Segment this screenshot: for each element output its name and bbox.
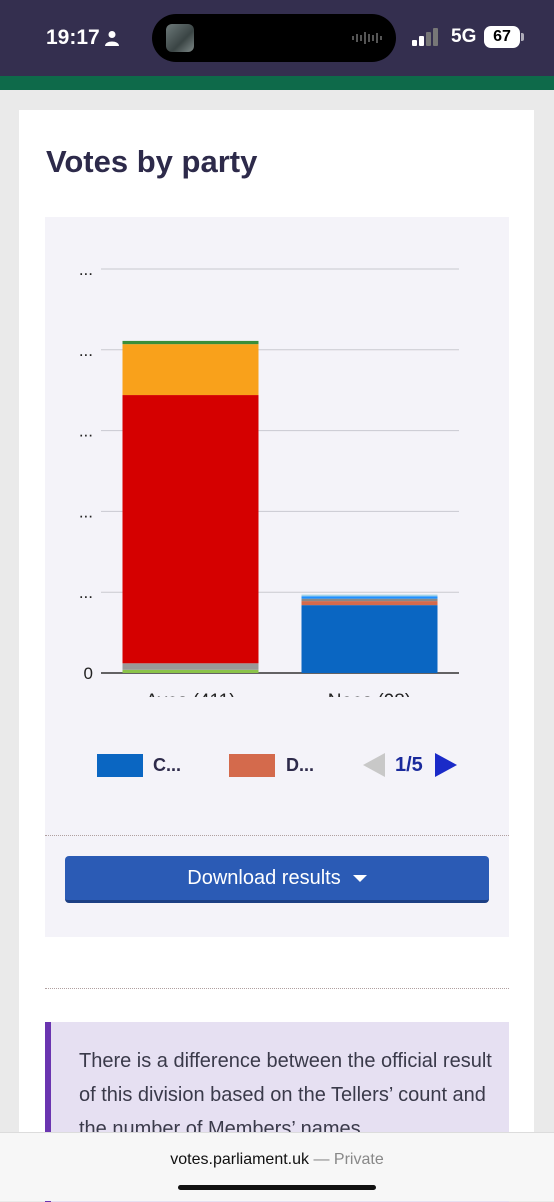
x-tick-label: Ayes (411) [145,691,235,697]
section-divider-2 [45,988,509,989]
battery-level: 67 [493,28,511,45]
legend-swatch-1 [97,754,143,777]
header-accent-band [0,76,554,90]
legend-label-2[interactable]: D... [286,755,315,775]
url-display[interactable]: votes.parliament.uk — Private [0,1151,554,1169]
browsing-mode: Private [333,1151,384,1168]
audio-waveform-icon [352,32,382,44]
content-card: Votes by party 0............... Ayes (411… [19,110,534,1202]
person-icon [105,31,119,46]
tellers-notice-text: There is a difference between the offici… [79,1050,492,1140]
bar-segment[interactable] [301,596,438,599]
bar-segment[interactable] [122,340,259,345]
votes-by-party-chart: 0............... Ayes (411) Noes (98) [79,260,459,697]
status-time: 19:17 [46,26,100,49]
now-playing-thumbnail [166,24,194,52]
bar-segment[interactable] [122,344,259,396]
bar-segment[interactable] [122,395,259,664]
legend-swatch-2 [229,754,275,777]
status-bar: 19:17 5G 67 [0,0,554,76]
chart-panel: 0............... Ayes (411) Noes (98) C...… [45,217,509,937]
home-indicator[interactable] [178,1185,376,1190]
download-results-button[interactable]: Download results [65,856,489,903]
caret-down-icon [352,874,367,882]
legend-label-1[interactable]: C... [153,755,182,775]
download-results-label: Download results [187,866,341,889]
y-tick-label: ... [79,583,93,602]
bar-segment[interactable] [301,594,438,597]
page-heading: Votes by party [46,144,258,179]
bar-segment[interactable] [122,669,259,673]
y-tick-label: ... [79,341,93,360]
battery-icon: 67 [484,26,520,48]
cellular-signal-icon [412,28,438,46]
url-text: votes.parliament.uk [170,1151,310,1168]
bar-segment[interactable] [301,598,438,602]
section-divider [45,835,509,836]
dynamic-island[interactable] [152,14,396,62]
battery-tip [521,33,524,41]
legend-pager: 1/5 [363,751,459,779]
x-tick-label: Noes (98) [328,691,411,697]
y-tick-label: ... [79,502,93,521]
bar-segment[interactable] [301,601,438,606]
y-tick-label: ... [79,422,93,441]
y-tick-label: 0 [84,664,93,683]
y-tick-label: ... [79,260,93,279]
bar-segment[interactable] [301,605,438,673]
url-separator: — [313,1151,330,1168]
legend-page-indicator: 1/5 [395,754,423,776]
browser-address-bar[interactable]: votes.parliament.uk — Private [0,1132,554,1201]
next-page-icon[interactable] [435,753,457,777]
network-type: 5G [451,26,477,47]
previous-page-icon[interactable] [363,753,385,777]
chart-legend: C... D... 1/5 [45,745,509,785]
bar-segment[interactable] [122,663,259,670]
